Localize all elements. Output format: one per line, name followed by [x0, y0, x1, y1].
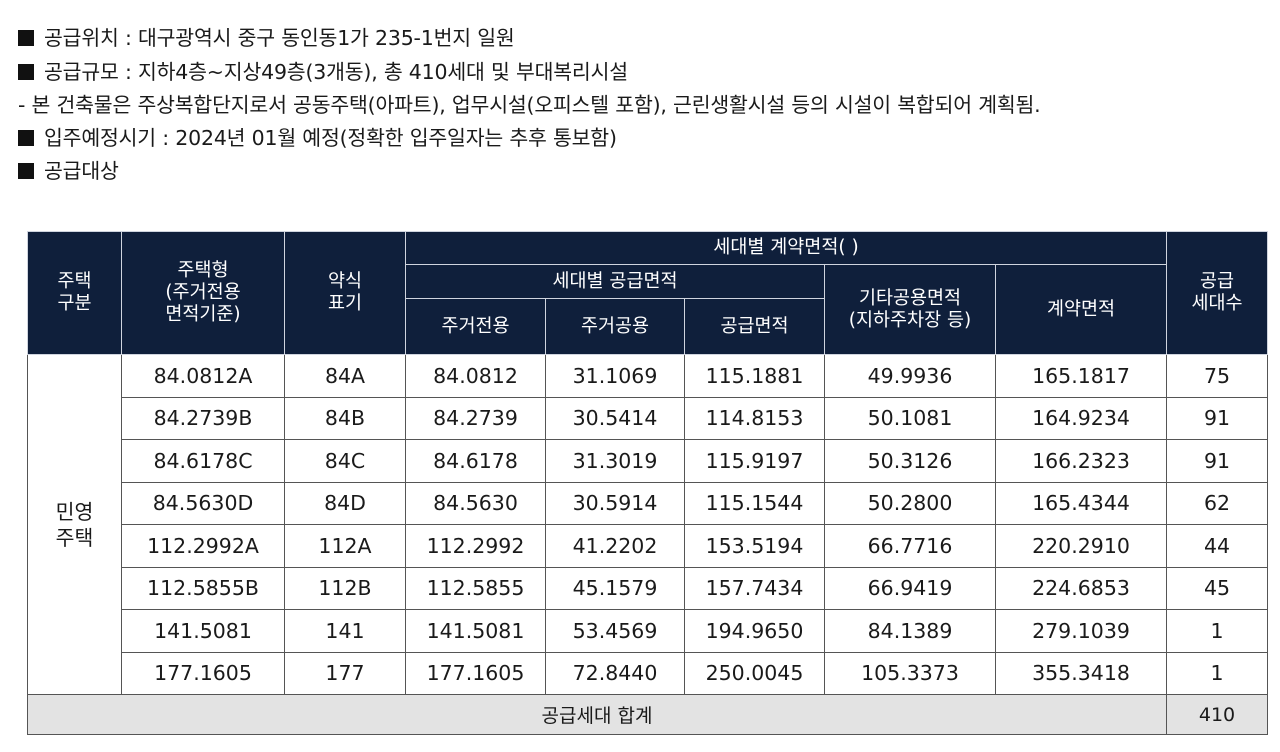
- cell-contract: 355.3418: [994, 651, 1168, 695]
- cell-short: 84D: [284, 481, 406, 525]
- cell-contract: 165.4344: [994, 481, 1168, 525]
- info-move-in: 입주예정시기 : 2024년 01월 예정(정확한 입주일자는 추후 통보함): [18, 122, 1268, 156]
- cell-short: 141: [284, 609, 406, 653]
- cell-units: 44: [1166, 524, 1269, 568]
- cell-other: 105.3373: [824, 651, 996, 695]
- info-note: - 본 건축물은 주상복합단지로서 공동주택(아파트), 업무시설(오피스텔 포…: [18, 93, 1041, 117]
- header-short: 약식 표기: [284, 231, 406, 355]
- total-row: 공급세대 합계 410: [26, 694, 1269, 735]
- table-row: 84.2739B 84B 84.2739 30.5414 114.8153 50.1081…: [28, 396, 1269, 440]
- square-bullet-icon: [18, 30, 34, 46]
- cell-exclusive: 84.5630: [405, 481, 546, 525]
- cell-exclusive: 112.5855: [405, 566, 546, 610]
- cell-contract: 165.1817: [994, 354, 1168, 398]
- cell-short: 112B: [284, 566, 406, 610]
- table-row: 177.1605 177 177.1605 72.8440 250.0045 105.33…: [28, 651, 1269, 695]
- cell-unit-type: 177.1605: [121, 651, 285, 695]
- header-other-common: 기타공용면적 (지하주차장 등): [824, 264, 996, 355]
- info-target: 공급대상: [18, 155, 1268, 189]
- header-supply-area-group: 세대별 공급면적: [405, 264, 825, 299]
- cell-exclusive: 177.1605: [405, 651, 546, 695]
- cell-unit-type: 84.2739B: [121, 396, 285, 440]
- cell-contract: 166.2323: [994, 439, 1168, 483]
- cell-units: 1: [1166, 651, 1269, 695]
- info-scale: 공급규모 : 지하4층~지상49층(3개동), 총 410세대 및 부대복리시설: [18, 56, 1268, 90]
- supply-info: 공급위치 : 대구광역시 중구 동인동1가 235-1번지 일원 공급규모 : …: [18, 22, 1268, 189]
- cell-contract: 220.2910: [994, 524, 1168, 568]
- cell-units: 75: [1166, 354, 1269, 398]
- cell-exclusive: 84.6178: [405, 439, 546, 483]
- cell-other: 50.2800: [824, 481, 996, 525]
- square-bullet-icon: [18, 63, 34, 80]
- cell-other: 50.3126: [824, 439, 996, 483]
- cell-supply: 157.7434: [684, 566, 825, 610]
- cell-unit-type: 84.0812A: [121, 354, 285, 398]
- square-bullet-icon: [18, 129, 34, 146]
- cell-contract: 279.1039: [994, 609, 1168, 653]
- cell-units: 91: [1166, 439, 1269, 483]
- header-housing-type: 주택 구분: [27, 231, 122, 355]
- cell-short: 84B: [284, 396, 406, 440]
- table-row: 민영 주택 84.0812A 84A 84.0812 31.1069 115.1881 49.…: [27, 354, 1269, 695]
- cell-short: 84A: [284, 354, 406, 398]
- header-unit-type: 주택형 (주거전용 면적기준): [121, 231, 285, 355]
- total-units: 410: [1166, 694, 1269, 735]
- header-exclusive: 주거전용: [405, 298, 546, 355]
- cell-other: 49.9936: [824, 354, 996, 398]
- cell-common: 30.5414: [545, 396, 685, 440]
- cell-supply: 250.0045: [684, 651, 825, 695]
- cell-unit-type: 141.5081: [121, 609, 285, 653]
- cell-other: 84.1389: [824, 609, 996, 653]
- group-label: 민영 주택: [27, 354, 122, 695]
- cell-common: 45.1579: [545, 566, 685, 610]
- cell-supply: 114.8153: [684, 396, 825, 440]
- cell-short: 112A: [284, 524, 406, 568]
- header-contract: 계약면적: [994, 264, 1168, 355]
- cell-supply: 153.5194: [684, 524, 825, 568]
- cell-units: 62: [1166, 481, 1269, 525]
- cell-exclusive: 141.5081: [405, 609, 546, 653]
- cell-common: 53.4569: [545, 609, 685, 653]
- info-location: 공급위치 : 대구광역시 중구 동인동1가 235-1번지 일원: [18, 22, 1268, 56]
- cell-other: 66.9419: [824, 566, 996, 610]
- cell-common: 30.5914: [545, 481, 685, 525]
- cell-supply: 194.9650: [684, 609, 825, 653]
- supply-table: 주택 구분 주택형 (주거전용 면적기준) 약식 표기 세대별 계약면적( ) 공급 세대…: [26, 231, 1269, 735]
- cell-other: 66.7716: [824, 524, 996, 568]
- cell-unit-type: 84.6178C: [121, 439, 285, 483]
- cell-unit-type: 84.5630D: [121, 481, 285, 525]
- square-bullet-icon: [18, 163, 34, 179]
- cell-common: 72.8440: [545, 651, 685, 695]
- cell-contract: 164.9234: [994, 396, 1168, 440]
- table-row: 84.6178C 84C 84.6178 31.3019 115.9197 50.3126…: [28, 439, 1269, 483]
- cell-units: 45: [1166, 566, 1269, 610]
- cell-short: 84C: [284, 439, 406, 483]
- cell-supply: 115.9197: [684, 439, 825, 483]
- cell-common: 31.3019: [545, 439, 685, 483]
- header-contract-area-group: 세대별 계약면적( ): [404, 231, 1168, 265]
- cell-units: 1: [1166, 609, 1269, 653]
- cell-unit-type: 112.2992A: [121, 524, 285, 568]
- header-units: 공급 세대수: [1166, 231, 1269, 355]
- header-supply: 공급면적: [684, 298, 825, 355]
- header-common: 주거공용: [545, 298, 685, 355]
- cell-units: 91: [1166, 396, 1269, 440]
- cell-common: 41.2202: [545, 524, 685, 568]
- cell-short: 177: [284, 651, 406, 695]
- cell-supply: 115.1881: [684, 354, 825, 398]
- cell-exclusive: 112.2992: [405, 524, 546, 568]
- table-row: 112.5855B 112B 112.5855 45.1579 157.7434 66.9…: [28, 566, 1269, 610]
- total-label: 공급세대 합계: [26, 694, 1168, 735]
- cell-supply: 115.1544: [684, 481, 825, 525]
- table-row: 112.2992A 112A 112.2992 41.2202 153.5194 66.7…: [28, 524, 1269, 568]
- cell-contract: 224.6853: [994, 566, 1168, 610]
- cell-common: 31.1069: [545, 354, 685, 398]
- table-row: 84.5630D 84D 84.5630 30.5914 115.1544 50.2800…: [28, 481, 1269, 525]
- cell-other: 50.1081: [824, 396, 996, 440]
- cell-unit-type: 112.5855B: [121, 566, 285, 610]
- table-row: 141.5081 141 141.5081 53.4569 194.9650 84.138…: [28, 609, 1269, 653]
- cell-exclusive: 84.0812: [405, 354, 546, 398]
- cell-exclusive: 84.2739: [405, 396, 546, 440]
